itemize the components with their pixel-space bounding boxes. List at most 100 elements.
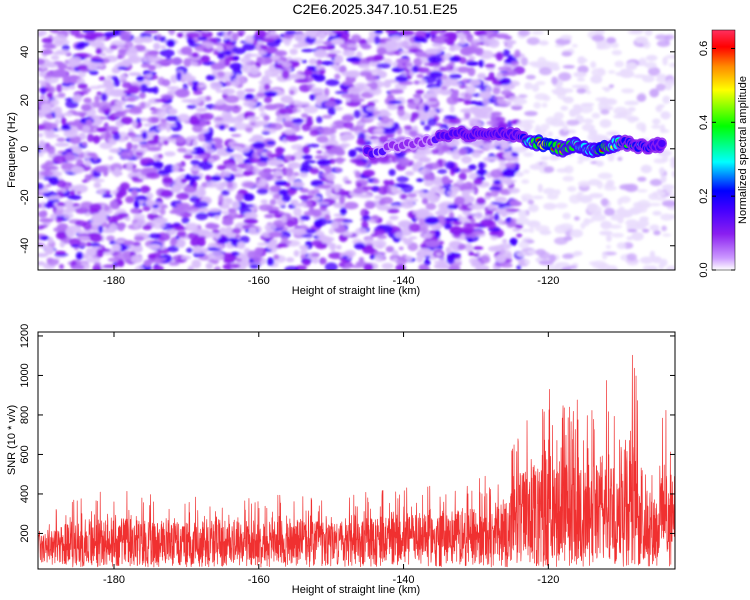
heatmap-cell — [316, 116, 323, 124]
colorbar-tick-label: 0.0 — [698, 262, 710, 277]
heatmap-cell — [210, 62, 226, 70]
heatmap-cell — [435, 210, 448, 216]
heatmap-cell — [574, 108, 581, 116]
heatmap-cell — [72, 94, 83, 103]
heatmap-cell — [301, 48, 314, 53]
heatmap-cell — [666, 265, 675, 270]
heatmap-cell — [109, 44, 118, 50]
heatmap-cell — [128, 132, 137, 139]
spectrogram-frame — [37, 29, 676, 271]
heatmap-cell — [335, 167, 342, 172]
heatmap-cell — [636, 203, 652, 209]
heatmap-cell — [365, 75, 379, 81]
heatmap-cell — [119, 182, 130, 191]
heatmap-cell — [451, 82, 463, 87]
heatmap-cell — [214, 144, 223, 149]
heatmap-cell — [56, 137, 66, 142]
heatmap-cell — [84, 32, 98, 41]
heatmap-cell — [55, 217, 63, 223]
heatmap-cell — [344, 263, 354, 268]
heatmap-cell — [157, 142, 163, 148]
heatmap-cell — [87, 62, 98, 71]
heatmap-cell — [317, 184, 332, 189]
heatmap-cell — [301, 59, 308, 64]
heatmap-cell — [466, 237, 474, 243]
heatmap-cell — [190, 159, 200, 166]
heatmap-cell — [269, 199, 277, 206]
heatmap-cell — [218, 124, 226, 131]
heatmap-cell — [408, 223, 420, 233]
heatmap-cell — [328, 242, 337, 250]
heatmap-cell — [341, 93, 356, 98]
heatmap-cell — [252, 151, 260, 159]
heatmap-cell — [599, 230, 613, 236]
heatmap-cell — [456, 179, 464, 185]
heatmap-cell — [291, 57, 304, 62]
heatmap-cell — [385, 246, 395, 253]
heatmap-cell — [101, 194, 113, 198]
heatmap-cell — [453, 89, 460, 94]
heatmap-cell — [55, 231, 67, 240]
heatmap-cell — [45, 113, 54, 120]
heatmap-cell — [128, 46, 138, 54]
heatmap-cell — [473, 253, 479, 257]
heatmap-cell — [127, 55, 140, 64]
heatmap-cell — [577, 160, 584, 164]
heatmap-cell — [269, 239, 277, 248]
heatmap-cell — [394, 231, 405, 239]
heatmap-cell — [538, 260, 554, 266]
y-tick-label: 200 — [19, 524, 31, 542]
heatmap-cell — [586, 90, 592, 95]
heatmap-cell — [412, 125, 418, 130]
heatmap-cell — [380, 196, 394, 205]
y-tick-label: 0 — [19, 146, 31, 152]
heatmap-cell — [511, 151, 519, 157]
heatmap-cell — [154, 98, 169, 103]
heatmap-cell — [277, 60, 284, 65]
heatmap-cell — [412, 112, 420, 119]
heatmap-cell — [297, 146, 304, 153]
heatmap-cell — [552, 89, 561, 94]
heatmap-cell — [233, 122, 249, 130]
heatmap-cell — [292, 203, 308, 207]
heatmap-cell — [660, 111, 671, 120]
heatmap-cell — [264, 104, 279, 111]
heatmap-cell — [68, 185, 79, 191]
heatmap-cell — [324, 262, 338, 270]
heatmap-cell — [332, 30, 347, 34]
heatmap-cell — [41, 37, 53, 44]
heatmap-cell — [521, 228, 531, 233]
heatmap-cell — [103, 31, 117, 38]
heatmap-cell — [127, 85, 140, 94]
heatmap-cell — [635, 36, 649, 44]
heatmap-cell — [94, 262, 101, 266]
heatmap-cell — [180, 46, 193, 55]
heatmap-cell — [303, 105, 319, 114]
heatmap-cell — [165, 115, 180, 122]
heatmap-cell — [400, 200, 415, 209]
heatmap-cell — [141, 131, 148, 140]
heatmap-cell — [266, 257, 275, 266]
heatmap-cell — [591, 213, 606, 222]
heatmap-cell — [404, 62, 413, 67]
heatmap-cell — [518, 94, 528, 99]
heatmap-cell — [625, 62, 638, 71]
heatmap-cell — [317, 32, 327, 40]
heatmap-cell — [92, 135, 101, 144]
heatmap-cell — [176, 32, 184, 38]
heatmap-cell — [543, 187, 556, 195]
heatmap-cell — [176, 231, 187, 236]
heatmap-cell — [461, 182, 477, 191]
heatmap-cell — [353, 187, 364, 195]
heatmap-cell — [205, 175, 211, 179]
heatmap-cell — [558, 120, 566, 127]
heatmap-cell — [219, 204, 231, 210]
heatmap-cell — [214, 117, 224, 121]
heatmap-cell — [396, 176, 409, 183]
heatmap-cell — [136, 75, 145, 82]
heatmap-cell — [669, 214, 675, 220]
heatmap-cell — [47, 145, 56, 155]
colorbar-label: Normalized spectral amplitude — [737, 76, 749, 224]
heatmap-cell — [430, 149, 440, 155]
heatmap-cell — [125, 195, 135, 204]
